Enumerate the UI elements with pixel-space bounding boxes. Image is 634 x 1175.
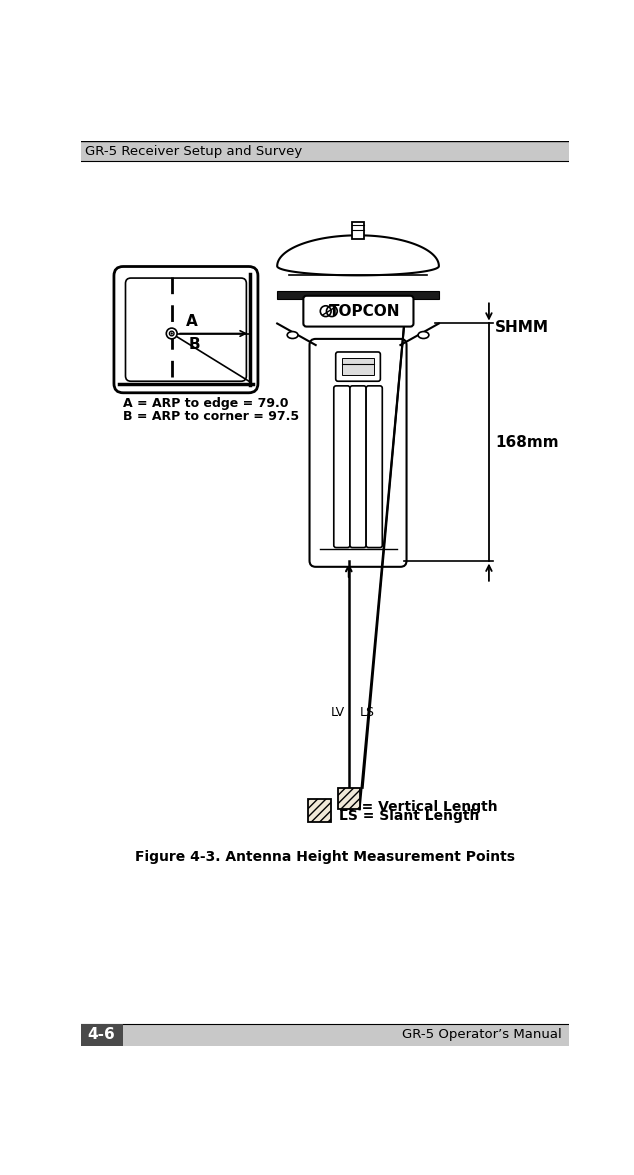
- Text: LV: LV: [331, 706, 345, 719]
- Text: B = ARP to corner = 97.5: B = ARP to corner = 97.5: [123, 410, 299, 423]
- FancyBboxPatch shape: [336, 352, 380, 381]
- Bar: [338, 787, 359, 810]
- FancyBboxPatch shape: [333, 385, 350, 548]
- Text: TOPCON: TOPCON: [328, 303, 400, 318]
- Text: LV = Vertical Length: LV = Vertical Length: [339, 800, 498, 814]
- Text: 168mm: 168mm: [495, 435, 559, 450]
- Text: B: B: [189, 337, 200, 351]
- Bar: [81, 1025, 123, 1046]
- Bar: [308, 799, 331, 822]
- Text: LS: LS: [359, 706, 375, 719]
- Bar: [342, 358, 374, 375]
- Polygon shape: [277, 235, 439, 275]
- Bar: [81, 141, 569, 161]
- FancyBboxPatch shape: [350, 385, 366, 548]
- Ellipse shape: [287, 331, 298, 338]
- Text: A: A: [186, 314, 197, 329]
- Circle shape: [166, 328, 177, 338]
- Circle shape: [169, 331, 174, 336]
- Ellipse shape: [418, 331, 429, 338]
- FancyBboxPatch shape: [303, 296, 413, 327]
- Text: A = ARP to edge = 79.0: A = ARP to edge = 79.0: [123, 397, 288, 410]
- Text: Figure 4-3. Antenna Height Measurement Points: Figure 4-3. Antenna Height Measurement P…: [135, 850, 515, 864]
- Circle shape: [171, 333, 173, 335]
- FancyBboxPatch shape: [366, 385, 382, 548]
- Text: GR-5 Receiver Setup and Survey: GR-5 Receiver Setup and Survey: [86, 145, 302, 157]
- Text: GR-5 Operator’s Manual: GR-5 Operator’s Manual: [403, 1028, 562, 1041]
- FancyBboxPatch shape: [114, 267, 258, 392]
- Text: 4-6: 4-6: [87, 1027, 115, 1042]
- Text: SHMM: SHMM: [495, 320, 549, 335]
- Text: LS = Slant Length: LS = Slant Length: [339, 810, 479, 824]
- Bar: [277, 291, 439, 298]
- FancyBboxPatch shape: [309, 338, 406, 566]
- FancyBboxPatch shape: [126, 278, 247, 381]
- Bar: [352, 222, 364, 239]
- Bar: [81, 1025, 569, 1046]
